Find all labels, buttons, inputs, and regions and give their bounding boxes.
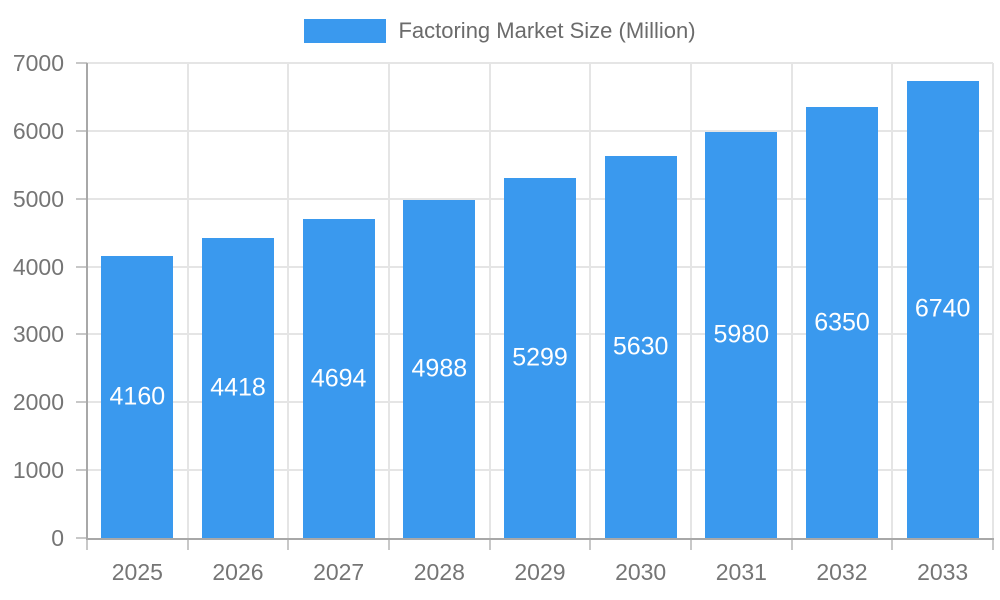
gridline-vertical	[690, 63, 692, 538]
legend: Factoring Market Size (Million)	[0, 19, 1000, 43]
x-axis-tick	[287, 538, 290, 550]
bar-value-label: 4160	[109, 382, 166, 411]
x-axis-tick	[488, 538, 491, 550]
x-tick-label: 2026	[212, 559, 264, 585]
bar: 5299	[504, 178, 576, 538]
gridline-vertical	[186, 63, 189, 538]
x-tick-label: 2025	[111, 559, 163, 585]
y-axis-tick	[76, 129, 87, 132]
x-tick-label: 2027	[313, 559, 365, 585]
gridline-vertical	[589, 63, 592, 538]
plot-area: 4160 4418 4694 4988 5299 5630 5980 6350 6740	[76, 62, 994, 550]
y-axis-tick	[76, 537, 87, 539]
legend-swatch	[304, 19, 387, 43]
x-tick-label: 2032	[816, 559, 868, 585]
bar-value-label: 4988	[411, 354, 468, 383]
gridline-vertical	[992, 63, 994, 538]
bar: 6740	[906, 80, 979, 538]
legend-item[interactable]: Factoring Market Size (Million)	[304, 18, 696, 43]
y-tick-label: 3000	[12, 321, 64, 348]
y-tick-label: 6000	[12, 117, 64, 144]
gridline-horizontal	[87, 62, 993, 64]
gridline-horizontal	[87, 129, 993, 132]
y-axis-tick	[76, 197, 87, 200]
legend-label: Factoring Market Size (Million)	[398, 18, 696, 43]
y-tick-label: 4000	[12, 253, 64, 280]
bar-value-label: 5630	[612, 332, 669, 361]
gridline-vertical	[488, 63, 491, 538]
bar-value-label: 5980	[713, 320, 770, 349]
gridline-vertical	[891, 63, 894, 538]
bar-value-label: 4694	[310, 364, 367, 393]
x-axis-tick	[186, 538, 189, 550]
bar-value-label: 6350	[814, 308, 870, 337]
bar: 5630	[604, 155, 677, 538]
y-tick-label: 5000	[12, 185, 64, 212]
bar: 4988	[403, 199, 476, 538]
gridline-vertical	[287, 63, 290, 538]
x-axis-tick	[86, 538, 88, 550]
bar: 5980	[705, 132, 778, 538]
bar: 6350	[806, 107, 878, 538]
x-axis-tick	[992, 538, 994, 550]
y-tick-label: 0	[51, 525, 64, 551]
x-tick-label: 2033	[917, 559, 969, 585]
gridline-vertical	[790, 63, 793, 538]
y-axis-line	[86, 63, 88, 540]
x-axis-tick	[589, 538, 592, 550]
x-tick-label: 2029	[514, 559, 566, 585]
bar-value-label: 5299	[512, 343, 568, 372]
y-tick-label: 1000	[12, 457, 64, 484]
y-tick-label: 7000	[12, 50, 64, 76]
x-tick-label: 2028	[413, 559, 465, 585]
x-axis-tick	[790, 538, 793, 550]
y-axis-tick	[76, 265, 87, 268]
y-axis-tick	[76, 469, 87, 472]
x-axis-tick	[690, 538, 692, 550]
gridline-vertical	[388, 63, 390, 538]
bar: 4694	[302, 219, 375, 538]
y-axis-tick	[76, 333, 87, 336]
bar-value-label: 4418	[210, 373, 266, 402]
x-axis-line	[86, 538, 994, 540]
x-axis-tick	[891, 538, 894, 550]
bar: 4160	[101, 255, 174, 538]
bar-value-label: 6740	[914, 294, 971, 323]
x-axis-tick	[388, 538, 390, 550]
x-tick-label: 2031	[715, 559, 767, 585]
y-tick-label: 2000	[12, 389, 64, 416]
y-axis-tick	[76, 401, 87, 404]
bar: 4418	[202, 238, 274, 538]
y-axis-tick	[76, 62, 87, 64]
x-tick-label: 2030	[615, 559, 667, 585]
